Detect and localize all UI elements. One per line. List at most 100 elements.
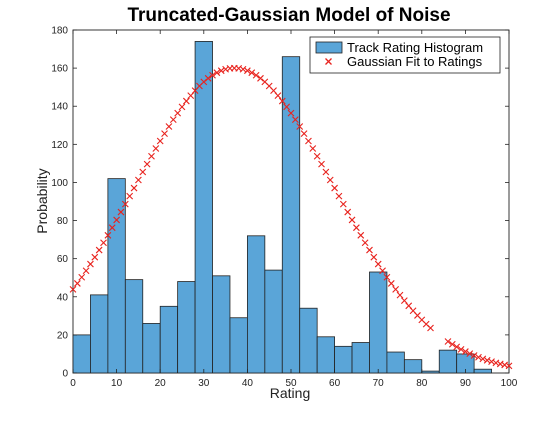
histogram-bar bbox=[473, 368, 492, 374]
gaussian-fit-point bbox=[366, 246, 373, 254]
gaussian-fit-point bbox=[130, 184, 138, 192]
histogram-bar bbox=[229, 317, 248, 374]
gaussian-fit-point bbox=[483, 356, 491, 364]
x-tick-label: 50 bbox=[285, 378, 297, 389]
x-tick-label: 30 bbox=[198, 378, 210, 389]
histogram-bar bbox=[107, 178, 126, 374]
gaussian-fit-point bbox=[174, 109, 182, 117]
gaussian-fit-point bbox=[505, 362, 513, 370]
y-tick-label: 180 bbox=[51, 26, 68, 37]
y-tick-label: 0 bbox=[62, 369, 68, 380]
gaussian-fit-point bbox=[117, 208, 125, 216]
histogram-bar bbox=[159, 305, 179, 374]
gaussian-fit-point bbox=[148, 152, 155, 160]
histogram-bar bbox=[212, 275, 231, 374]
gaussian-fit-point bbox=[209, 71, 216, 79]
gaussian-fit-point bbox=[139, 168, 147, 176]
gaussian-fit-point bbox=[374, 260, 382, 268]
gaussian-fit-markers bbox=[69, 64, 513, 370]
gaussian-fit-point bbox=[135, 176, 142, 184]
histogram-bar bbox=[90, 294, 109, 374]
histogram-bar bbox=[72, 334, 91, 374]
gaussian-fit-point bbox=[165, 123, 173, 130]
gaussian-fit-point bbox=[252, 71, 260, 79]
gaussian-fit-point bbox=[400, 297, 408, 304]
gaussian-fit-point bbox=[353, 224, 360, 232]
x-axis-label: Rating bbox=[270, 385, 310, 401]
gaussian-fit-point bbox=[448, 340, 456, 348]
gaussian-fit-point bbox=[427, 324, 434, 332]
legend-gaussian-marker bbox=[325, 58, 332, 65]
legend-histogram-swatch bbox=[315, 41, 343, 54]
gaussian-fit-point bbox=[178, 103, 186, 111]
gaussian-fit-point bbox=[344, 208, 352, 216]
gaussian-fit-point bbox=[121, 200, 129, 208]
gaussian-fit-point bbox=[339, 200, 347, 208]
gaussian-fit-point bbox=[453, 343, 461, 351]
histogram-bar bbox=[316, 336, 336, 374]
gaussian-fit-point bbox=[331, 184, 338, 192]
gaussian-fit-point bbox=[488, 358, 495, 366]
gaussian-fit-point bbox=[335, 192, 343, 200]
y-tick-label: 80 bbox=[57, 216, 69, 227]
histogram-bar bbox=[421, 370, 440, 374]
histogram-bar bbox=[194, 41, 213, 374]
gaussian-fit-point bbox=[387, 280, 395, 287]
gaussian-fit-point bbox=[244, 67, 251, 75]
histogram-bar bbox=[299, 307, 318, 374]
gaussian-fit-point bbox=[348, 216, 356, 224]
gaussian-fit-point bbox=[161, 130, 168, 138]
y-tick-label: 100 bbox=[51, 178, 68, 189]
gaussian-fit-point bbox=[496, 360, 504, 368]
gaussian-fit-point bbox=[152, 145, 160, 152]
gaussian-fit-point bbox=[392, 286, 400, 293]
gaussian-fit-point bbox=[492, 359, 500, 367]
gaussian-fit-point bbox=[287, 109, 295, 117]
x-tick-label: 40 bbox=[242, 378, 254, 389]
x-tick-label: 90 bbox=[460, 378, 472, 389]
gaussian-fit-point bbox=[213, 69, 221, 77]
gaussian-fit-point bbox=[326, 176, 334, 184]
x-tick-label: 70 bbox=[373, 378, 385, 389]
x-tick-label: 60 bbox=[329, 378, 341, 389]
histogram-bar bbox=[369, 271, 388, 374]
gaussian-fit-point bbox=[470, 352, 478, 359]
gaussian-fit-point bbox=[169, 116, 177, 124]
y-tick-label: 60 bbox=[57, 254, 69, 265]
gaussian-fit-point bbox=[283, 103, 291, 111]
gaussian-fit-point bbox=[182, 97, 190, 105]
histogram-bar bbox=[438, 349, 458, 374]
y-axis-label: Probability bbox=[34, 168, 50, 233]
histogram-bar bbox=[386, 351, 405, 374]
histogram-bar bbox=[177, 281, 196, 374]
y-tick-label: 160 bbox=[51, 64, 68, 75]
gaussian-fit-point bbox=[300, 130, 308, 138]
histogram-bar bbox=[403, 359, 423, 374]
gaussian-fit-point bbox=[361, 239, 369, 247]
gaussian-fit-point bbox=[217, 67, 225, 75]
gaussian-fit-point bbox=[204, 74, 212, 82]
gaussian-fit-point bbox=[248, 69, 256, 77]
gaussian-fit-point bbox=[156, 137, 164, 145]
gaussian-fit-point bbox=[100, 239, 107, 247]
gaussian-fit-point bbox=[313, 152, 321, 160]
gaussian-fit-point bbox=[383, 273, 391, 281]
gaussian-fit-point bbox=[69, 286, 77, 293]
histogram-bar bbox=[351, 342, 370, 374]
gaussian-fit-point bbox=[104, 231, 112, 239]
y-tick-label: 40 bbox=[57, 292, 69, 303]
gaussian-fit-point bbox=[291, 116, 299, 124]
gaussian-fit-point bbox=[274, 92, 282, 99]
legend: Track Rating Histogram Gaussian Fit to R… bbox=[309, 36, 501, 74]
histogram-bar bbox=[334, 345, 353, 374]
gaussian-fit-point bbox=[396, 291, 404, 299]
chart-title: Truncated-Gaussian Model of Noise bbox=[127, 5, 450, 26]
y-axis-ticks: 0 20 40 60 80 100 120 140 160 180 bbox=[51, 26, 509, 380]
gaussian-fit-point bbox=[239, 65, 247, 73]
gaussian-fit-point bbox=[370, 253, 378, 261]
y-tick-label: 20 bbox=[57, 330, 69, 341]
histogram-bars bbox=[72, 41, 492, 374]
gaussian-fit-point bbox=[82, 267, 90, 275]
x-tick-label: 0 bbox=[70, 378, 76, 389]
